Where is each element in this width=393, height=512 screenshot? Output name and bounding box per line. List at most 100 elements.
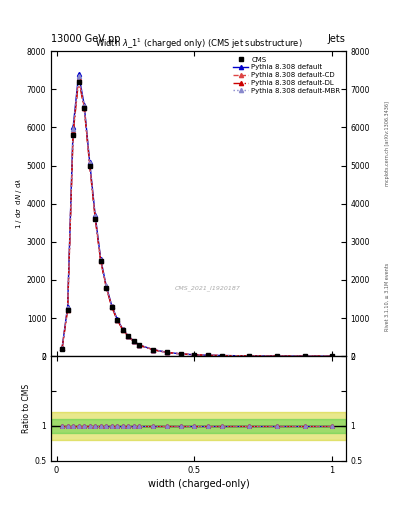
Pythia 8.308 default (82, 101, 86, 108)
Legend: CMS, Pythia 8.308 default, Pythia 8.308 default-CD, Pythia 8.308 default-DL, Pyt: CMS, Pythia 8.308 default, Pythia 8.308 … (231, 55, 342, 96)
Pythia 8.308 default-DL (137, 342, 141, 348)
CMS (178, 351, 183, 357)
Line: Pythia 8.308 default-CD: Pythia 8.308 default-CD (60, 76, 334, 358)
Pythia 8.308 default-DL (302, 353, 307, 359)
CMS (192, 352, 196, 358)
CMS (115, 317, 119, 323)
Pythia 8.308 default (247, 353, 252, 359)
Pythia 8.308 default-MBR (87, 160, 92, 166)
Pythia 8.308 default (115, 316, 119, 323)
Pythia 8.308 default-DL (330, 353, 334, 359)
CMS (126, 333, 130, 339)
Pythia 8.308 default-DL (71, 130, 75, 136)
Pythia 8.308 default-MBR (137, 342, 141, 348)
Pythia 8.308 default-CD (82, 103, 86, 110)
CMS (98, 258, 103, 264)
Pythia 8.308 default-MBR (151, 347, 155, 353)
Line: Pythia 8.308 default-DL: Pythia 8.308 default-DL (60, 78, 334, 358)
CMS (87, 162, 92, 168)
Pythia 8.308 default-DL (82, 104, 86, 111)
Line: CMS: CMS (60, 79, 334, 358)
Pythia 8.308 default-MBR (65, 305, 70, 311)
Pythia 8.308 default-CD (131, 338, 136, 344)
Pythia 8.308 default (220, 352, 224, 358)
Pythia 8.308 default-CD (247, 353, 252, 359)
CMS (137, 342, 141, 348)
Pythia 8.308 default (275, 353, 279, 359)
Pythia 8.308 default-MBR (93, 213, 97, 219)
Pythia 8.308 default-MBR (126, 333, 130, 339)
Pythia 8.308 default-CD (65, 306, 70, 312)
Pythia 8.308 default (206, 352, 211, 358)
Pythia 8.308 default-MBR (178, 351, 183, 357)
Pythia 8.308 default-DL (115, 317, 119, 323)
Pythia 8.308 default-DL (275, 353, 279, 359)
Pythia 8.308 default (178, 351, 183, 357)
Y-axis label: $\mathregular{1}$ / $\mathrm{d}\sigma$  $\mathrm{d}N$ / $\mathrm{d}\lambda$: $\mathregular{1}$ / $\mathrm{d}\sigma$ $… (14, 178, 24, 229)
Pythia 8.308 default (71, 124, 75, 131)
CMS (247, 353, 252, 359)
CMS (330, 353, 334, 359)
Pythia 8.308 default-DL (76, 77, 81, 83)
Pythia 8.308 default-MBR (302, 353, 307, 359)
Pythia 8.308 default-DL (247, 353, 252, 359)
X-axis label: width (charged-only): width (charged-only) (148, 479, 249, 489)
CMS (104, 285, 108, 291)
Pythia 8.308 default-CD (104, 284, 108, 290)
Pythia 8.308 default (93, 212, 97, 218)
Pythia 8.308 default-MBR (98, 257, 103, 263)
Pythia 8.308 default-CD (151, 347, 155, 353)
CMS (220, 352, 224, 358)
Pythia 8.308 default-DL (120, 327, 125, 333)
Pythia 8.308 default-CD (120, 326, 125, 332)
Pythia 8.308 default-MBR (104, 283, 108, 289)
Pythia 8.308 default-MBR (131, 338, 136, 344)
CMS (206, 352, 211, 358)
Pythia 8.308 default (109, 303, 114, 309)
Pythia 8.308 default-DL (93, 215, 97, 221)
Text: 13000 GeV pp: 13000 GeV pp (51, 33, 121, 44)
Pythia 8.308 default-CD (330, 353, 334, 359)
Pythia 8.308 default (126, 333, 130, 339)
Pythia 8.308 default-MBR (82, 102, 86, 109)
CMS (120, 327, 125, 333)
Pythia 8.308 default-CD (93, 214, 97, 220)
Title: Width $\lambda\_1^1$ (charged only) (CMS jet substructure): Width $\lambda\_1^1$ (charged only) (CMS… (95, 37, 302, 51)
Pythia 8.308 default-MBR (275, 353, 279, 359)
CMS (93, 216, 97, 222)
Pythia 8.308 default-DL (65, 307, 70, 313)
Pythia 8.308 default-DL (192, 352, 196, 358)
Pythia 8.308 default-CD (126, 333, 130, 339)
Pythia 8.308 default (164, 349, 169, 355)
CMS (151, 347, 155, 353)
Pythia 8.308 default (65, 304, 70, 310)
Y-axis label: Ratio to CMS: Ratio to CMS (22, 384, 31, 433)
Text: mcplots.cern.ch [arXiv:1306.3436]: mcplots.cern.ch [arXiv:1306.3436] (385, 101, 389, 186)
Pythia 8.308 default-MBR (220, 352, 224, 358)
Pythia 8.308 default-CD (220, 352, 224, 358)
Pythia 8.308 default-DL (178, 351, 183, 357)
Pythia 8.308 default-DL (131, 338, 136, 345)
Pythia 8.308 default (87, 159, 92, 165)
Pythia 8.308 default-CD (137, 342, 141, 348)
CMS (164, 349, 169, 355)
Pythia 8.308 default-MBR (76, 73, 81, 79)
Pythia 8.308 default (137, 342, 141, 348)
Pythia 8.308 default-MBR (115, 316, 119, 323)
Pythia 8.308 default (120, 326, 125, 332)
Pythia 8.308 default (131, 338, 136, 344)
Pythia 8.308 default-CD (60, 345, 64, 351)
CMS (60, 346, 64, 352)
CMS (131, 338, 136, 345)
CMS (82, 105, 86, 112)
Pythia 8.308 default-DL (206, 352, 211, 358)
Line: Pythia 8.308 default: Pythia 8.308 default (60, 72, 334, 358)
Pythia 8.308 default (104, 283, 108, 289)
Pythia 8.308 default-MBR (206, 352, 211, 358)
Pythia 8.308 default-CD (109, 303, 114, 309)
Pythia 8.308 default-DL (126, 333, 130, 339)
Text: Rivet 3.1.10, ≥ 3.1M events: Rivet 3.1.10, ≥ 3.1M events (385, 263, 389, 331)
Pythia 8.308 default-MBR (120, 326, 125, 332)
Pythia 8.308 default-CD (87, 161, 92, 167)
Pythia 8.308 default-MBR (164, 349, 169, 355)
